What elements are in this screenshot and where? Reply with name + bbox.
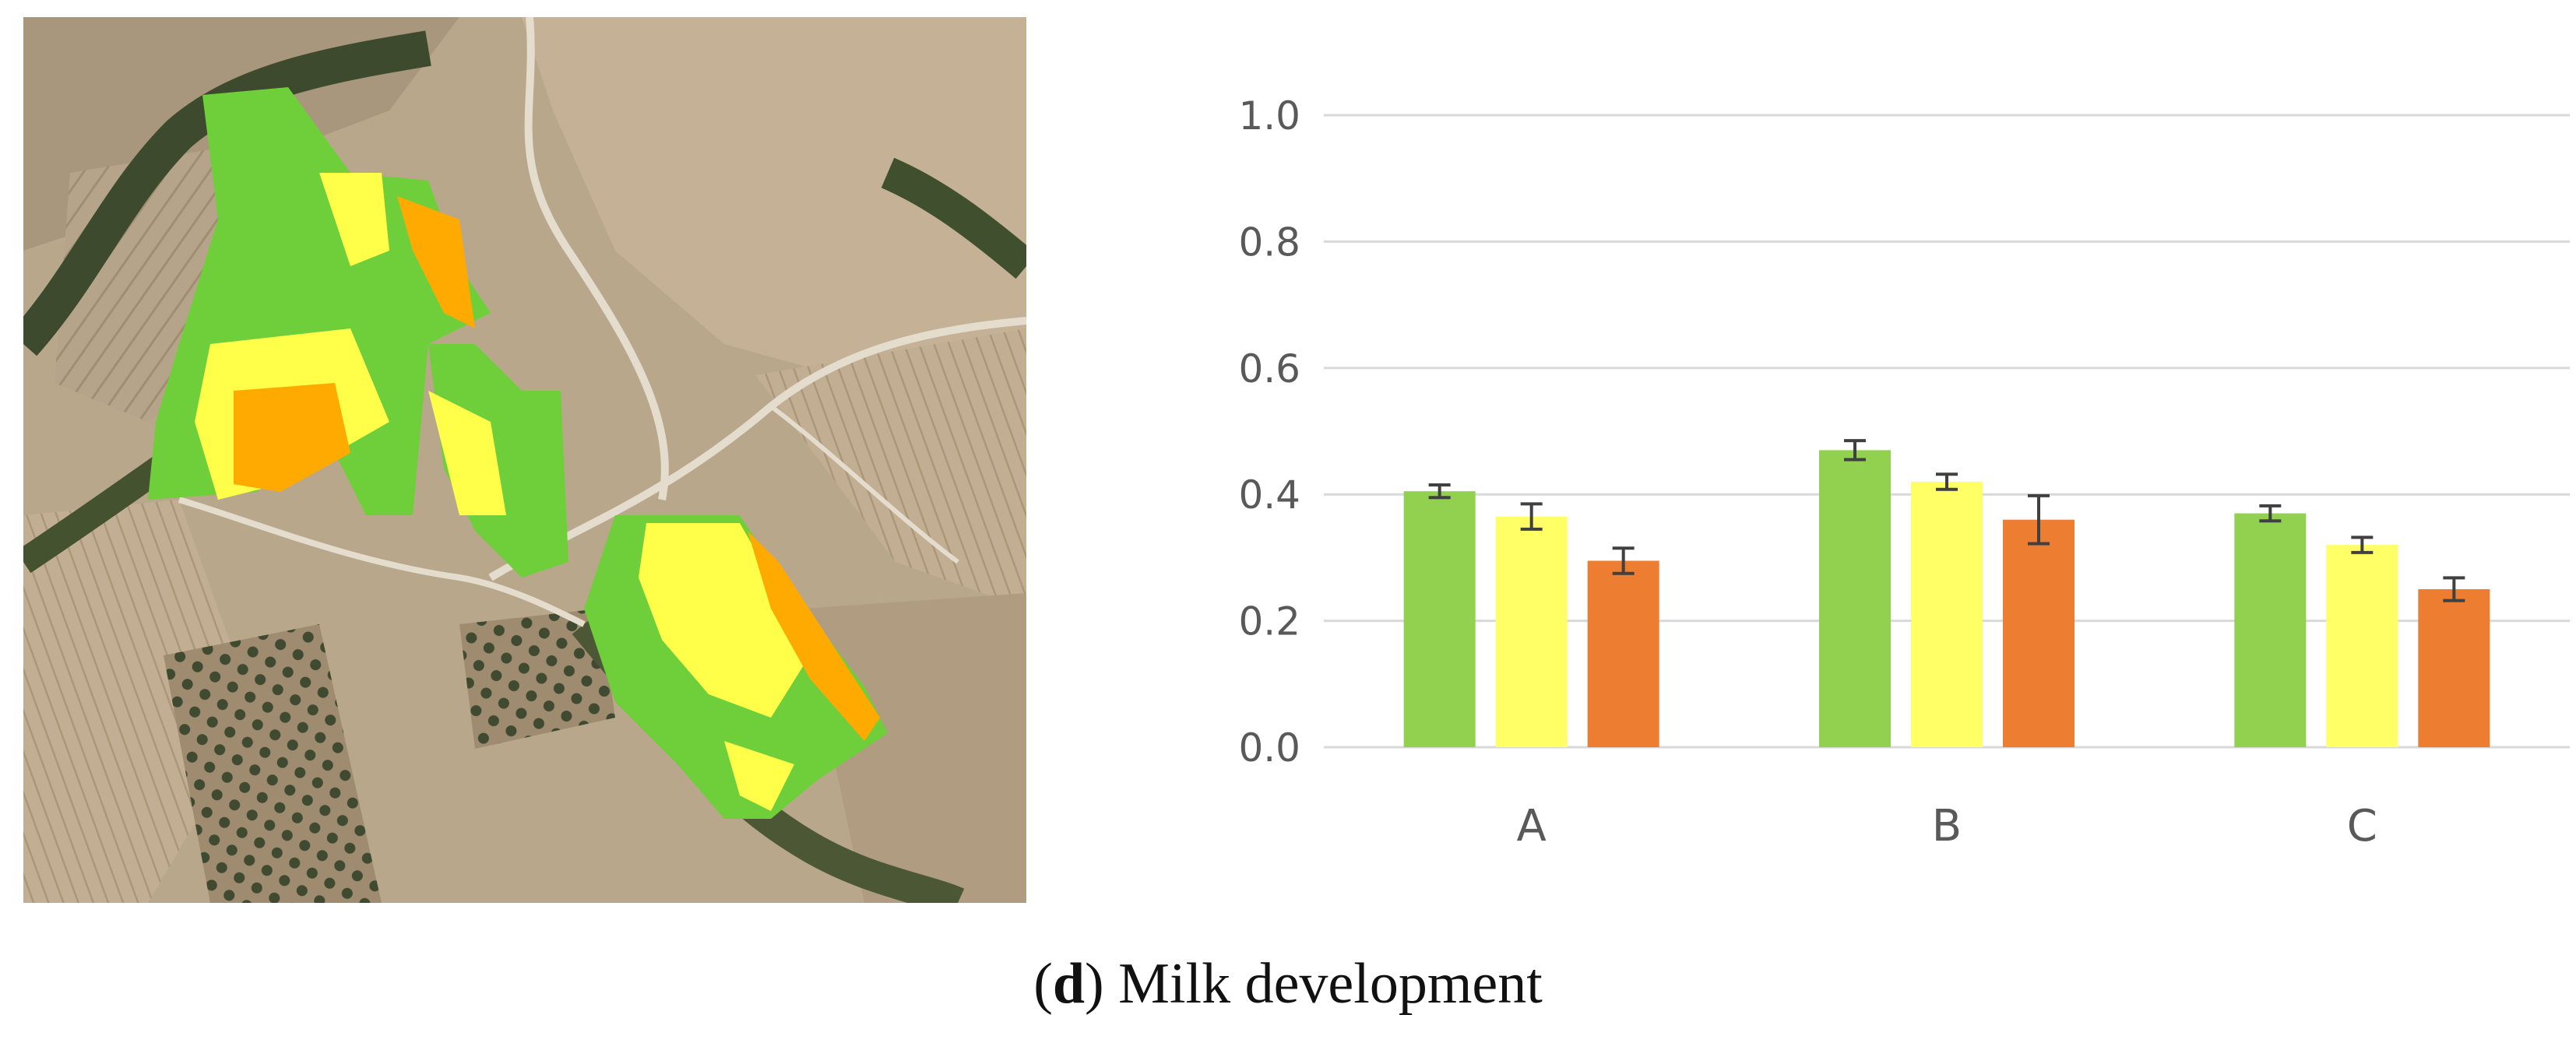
field-southeast — [802, 593, 1026, 903]
zone-south-orange — [748, 531, 880, 741]
x-category-label: A — [1517, 801, 1547, 852]
error-bar-C-1 — [2259, 504, 2282, 523]
error-bar-A-2 — [1520, 502, 1543, 531]
zone-middle-yellow — [428, 391, 506, 515]
x-category-label: B — [1932, 801, 1962, 852]
error-bar-B-1 — [1844, 439, 1866, 462]
bar-A-2 — [1495, 516, 1568, 747]
figure-caption: (d) Milk development — [1033, 952, 1543, 1016]
zone-north-orange-2 — [397, 196, 475, 328]
aerial-map — [9, 16, 1037, 918]
y-axis-ticks: 0.0 0.2 0.4 0.6 0.8 1.0 — [1238, 93, 1300, 771]
error-bar-A-3 — [1612, 546, 1635, 575]
bars — [1403, 450, 2490, 747]
zone-middle-green — [428, 344, 568, 578]
y-tick-label: 0.0 — [1238, 725, 1300, 771]
plowed-field-east — [755, 328, 1026, 609]
error-bars — [1428, 439, 2465, 602]
orchard-south — [164, 624, 382, 903]
y-tick-label: 1.0 — [1238, 93, 1300, 139]
orchard-center — [459, 609, 615, 749]
zone-south-yellow-2 — [724, 741, 794, 811]
aerial-map-image — [9, 16, 1037, 918]
caption-letter: d — [1052, 952, 1085, 1016]
zone-north-yellow-2 — [319, 173, 389, 266]
tree-line-east — [881, 157, 1037, 279]
bar-C-3 — [2418, 589, 2490, 747]
bar-C-2 — [2326, 545, 2398, 747]
bar-B-1 — [1819, 450, 1891, 747]
y-tick-label: 0.6 — [1238, 346, 1300, 392]
tree-line-north — [9, 30, 431, 356]
bar-chart: 0.0 0.2 0.4 0.6 0.8 1.0 A B C — [1059, 0, 2576, 903]
y-tick-label: 0.8 — [1238, 219, 1300, 265]
track-east — [769, 404, 959, 564]
bar-chart-svg: 0.0 0.2 0.4 0.6 0.8 1.0 A B C — [1238, 93, 2570, 852]
bar-C-1 — [2234, 513, 2307, 747]
zone-north-orange — [234, 383, 350, 492]
y-tick-label: 0.2 — [1238, 599, 1300, 644]
road-west — [178, 497, 586, 627]
field-northeast — [522, 17, 1026, 383]
bar-B-2 — [1911, 481, 1983, 747]
error-bar-A-1 — [1428, 483, 1451, 500]
y-tick-label: 0.4 — [1238, 472, 1300, 518]
road-north — [524, 16, 669, 500]
bar-B-3 — [2003, 519, 2075, 747]
bar-A-1 — [1403, 491, 1476, 747]
bar-A-3 — [1587, 560, 1659, 747]
x-axis-categories: A B C — [1517, 801, 2377, 852]
caption-text: Milk development — [1118, 952, 1543, 1016]
error-bar-C-2 — [2351, 536, 2374, 554]
error-bar-B-2 — [1936, 472, 1958, 491]
error-bar-C-3 — [2443, 576, 2465, 602]
x-category-label: C — [2347, 801, 2377, 852]
error-bar-B-3 — [2028, 493, 2050, 546]
